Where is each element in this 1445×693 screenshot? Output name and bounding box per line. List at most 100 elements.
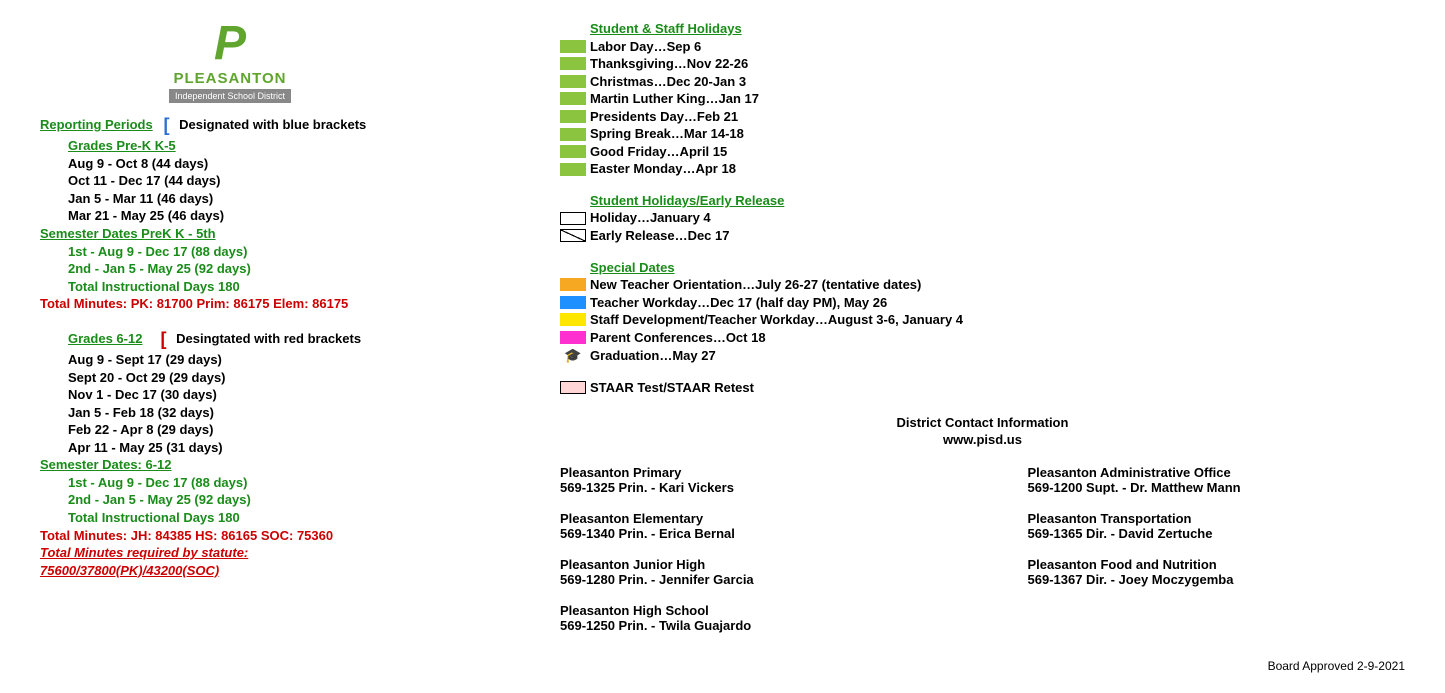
holiday-row: Good Friday…April 15 — [560, 143, 1405, 161]
g612-period: Nov 1 - Dec 17 (30 days) — [68, 386, 420, 404]
special-swatch-icon — [560, 296, 586, 309]
holiday-row: Christmas…Dec 20-Jan 3 — [560, 73, 1405, 91]
early-release-title: Student Holidays/Early Release — [590, 192, 784, 210]
prek-period: Aug 9 - Oct 8 (44 days) — [68, 155, 420, 173]
g612-period: Apr 11 - May 25 (31 days) — [68, 439, 420, 457]
logo-subtitle: Independent School District — [169, 89, 291, 103]
special-label: Staff Development/Teacher Workday…August… — [590, 311, 963, 329]
special-dates-title: Special Dates — [590, 259, 675, 277]
holiday-row: Spring Break…Mar 14-18 — [560, 125, 1405, 143]
staar-swatch-icon — [560, 381, 586, 394]
special-list: New Teacher Orientation…July 26-27 (tent… — [560, 276, 1405, 365]
semester-612-line: 1st - Aug 9 - Dec 17 (88 days) — [68, 474, 420, 492]
holiday-label: Labor Day…Sep 6 — [590, 38, 701, 56]
red-bracket-note: Desingtated with red brackets — [176, 331, 361, 346]
grades-612-title: Grades 6-12 — [68, 331, 142, 346]
semester-prek-line: 2nd - Jan 5 - May 25 (92 days) — [68, 260, 420, 278]
special-swatch-icon — [560, 313, 586, 326]
contact-block: Pleasanton Elementary569-1340 Prin. - Er… — [560, 511, 938, 541]
holiday-swatch-icon — [560, 145, 586, 158]
prek-period: Oct 11 - Dec 17 (44 days) — [68, 172, 420, 190]
special-label: New Teacher Orientation…July 26-27 (tent… — [590, 276, 921, 294]
holiday-swatch-icon — [560, 57, 586, 70]
early-row: Early Release…Dec 17 — [560, 227, 1405, 245]
semester-prek-line: Total Instructional Days 180 — [68, 278, 420, 296]
total-minutes-elem: Total Minutes: PK: 81700 Prim: 86175 Ele… — [40, 295, 420, 313]
semester-prek-line: 1st - Aug 9 - Dec 17 (88 days) — [68, 243, 420, 261]
holiday-label: Easter Monday…Apr 18 — [590, 160, 736, 178]
contact-name: Pleasanton Administrative Office — [1028, 465, 1406, 480]
contact-left-col: Pleasanton Primary569-1325 Prin. - Kari … — [560, 465, 938, 649]
special-row: Teacher Workday…Dec 17 (half day PM), Ma… — [560, 294, 1405, 312]
special-label: Teacher Workday…Dec 17 (half day PM), Ma… — [590, 294, 887, 312]
contact-name: Pleasanton Transportation — [1028, 511, 1406, 526]
graduation-cap-icon: 🎓 — [560, 346, 586, 365]
left-column: P PLEASANTON Independent School District… — [40, 20, 420, 673]
g612-period: Aug 9 - Sept 17 (29 days) — [68, 351, 420, 369]
special-title-row: Special Dates — [560, 259, 1405, 277]
logo-letter-icon: P — [214, 20, 246, 68]
holiday-swatch-icon — [560, 75, 586, 88]
contact-name: Pleasanton Food and Nutrition — [1028, 557, 1406, 572]
holiday-row: Martin Luther King…Jan 17 — [560, 90, 1405, 108]
g612-period: Feb 22 - Apr 8 (29 days) — [68, 421, 420, 439]
contact-name: Pleasanton High School — [560, 603, 938, 618]
contact-line: 569-1340 Prin. - Erica Bernal — [560, 526, 938, 541]
statute-minutes: Total Minutes required by statute: 75600… — [40, 544, 420, 579]
contact-line: 569-1200 Supt. - Dr. Matthew Mann — [1028, 480, 1406, 495]
contact-block: Pleasanton Junior High569-1280 Prin. - J… — [560, 557, 938, 587]
contact-right-col: Pleasanton Administrative Office569-1200… — [1028, 465, 1406, 649]
holiday-row: Thanksgiving…Nov 22-26 — [560, 55, 1405, 73]
contact-name: Pleasanton Primary — [560, 465, 938, 480]
grades-prek-k5-title: Grades Pre-K K-5 — [68, 137, 420, 155]
reporting-periods-header: Reporting Periods [ Designated with blue… — [40, 113, 420, 137]
special-row: Parent Conferences…Oct 18 — [560, 329, 1405, 347]
holiday-row: Labor Day…Sep 6 — [560, 38, 1405, 56]
semester-612-title: Semester Dates: 6-12 — [40, 456, 420, 474]
special-swatch-icon — [560, 331, 586, 344]
staar-row: STAAR Test/STAAR Retest — [560, 379, 1405, 397]
contact-block: Pleasanton Primary569-1325 Prin. - Kari … — [560, 465, 938, 495]
holiday-swatch-icon — [560, 110, 586, 123]
special-row: 🎓Graduation…May 27 — [560, 346, 1405, 365]
contact-line: 569-1365 Dir. - David Zertuche — [1028, 526, 1406, 541]
empty-box-icon — [560, 212, 586, 225]
staar-label: STAAR Test/STAAR Retest — [590, 379, 754, 397]
contact-line: 569-1325 Prin. - Kari Vickers — [560, 480, 938, 495]
holiday-swatch-icon — [560, 40, 586, 53]
contact-block: Pleasanton High School569-1250 Prin. - T… — [560, 603, 938, 633]
holiday-label: Spring Break…Mar 14-18 — [590, 125, 744, 143]
holiday-label: Martin Luther King…Jan 17 — [590, 90, 759, 108]
contact-block: Pleasanton Administrative Office569-1200… — [1028, 465, 1406, 495]
contact-block: Pleasanton Transportation569-1365 Dir. -… — [1028, 511, 1406, 541]
holidays-list: Labor Day…Sep 6Thanksgiving…Nov 22-26Chr… — [560, 38, 1405, 178]
right-column: Student & Staff Holidays Labor Day…Sep 6… — [560, 20, 1405, 673]
early-row: Holiday…January 4 — [560, 209, 1405, 227]
g612-period: Jan 5 - Feb 18 (32 days) — [68, 404, 420, 422]
early-label: Early Release…Dec 17 — [590, 227, 729, 245]
special-swatch-icon — [560, 278, 586, 291]
contact-line: 569-1280 Prin. - Jennifer Garcia — [560, 572, 938, 587]
red-bracket-icon: [ — [161, 329, 167, 349]
logo-name: PLEASANTON — [40, 70, 420, 87]
holiday-label: Good Friday…April 15 — [590, 143, 727, 161]
semester-prek-title: Semester Dates PreK K - 5th — [40, 225, 420, 243]
holiday-swatch-icon — [560, 128, 586, 141]
semester-612-line: Total Instructional Days 180 — [68, 509, 420, 527]
board-approved: Board Approved 2-9-2021 — [560, 659, 1405, 673]
contact-line: 569-1367 Dir. - Joey Moczygemba — [1028, 572, 1406, 587]
special-row: Staff Development/Teacher Workday…August… — [560, 311, 1405, 329]
semester-612-line: 2nd - Jan 5 - May 25 (92 days) — [68, 491, 420, 509]
g612-period: Sept 20 - Oct 29 (29 days) — [68, 369, 420, 387]
holiday-label: Christmas…Dec 20-Jan 3 — [590, 73, 746, 91]
holidays-title: Student & Staff Holidays — [590, 20, 742, 38]
blue-bracket-note: Designated with blue brackets — [179, 117, 366, 132]
holiday-label: Thanksgiving…Nov 22-26 — [590, 55, 748, 73]
contact-grid: Pleasanton Primary569-1325 Prin. - Kari … — [560, 465, 1405, 649]
prek-period: Jan 5 - Mar 11 (46 days) — [68, 190, 420, 208]
holiday-label: Presidents Day…Feb 21 — [590, 108, 738, 126]
contact-name: Pleasanton Elementary — [560, 511, 938, 526]
grades-612-header: Grades 6-12 [ Desingtated with red brack… — [40, 327, 420, 351]
special-row: New Teacher Orientation…July 26-27 (tent… — [560, 276, 1405, 294]
holiday-row: Easter Monday…Apr 18 — [560, 160, 1405, 178]
